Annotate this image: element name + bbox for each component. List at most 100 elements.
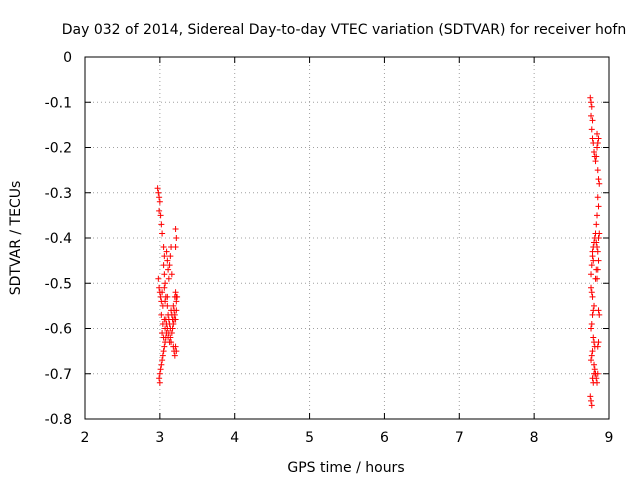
data-point <box>595 135 602 142</box>
y-tick-label: -0.5 <box>45 276 72 292</box>
x-tick-label: 6 <box>380 430 389 446</box>
data-point <box>173 307 180 314</box>
data-point <box>154 185 161 192</box>
y-tick-label: -0.2 <box>45 141 72 157</box>
y-tick-label: -0.4 <box>45 231 72 247</box>
data-point <box>595 203 602 210</box>
data-point <box>589 311 596 318</box>
y-tick-label: -0.3 <box>45 186 72 202</box>
data-point <box>589 293 596 300</box>
data-point <box>589 248 596 255</box>
data-point <box>594 244 601 251</box>
data-point <box>161 316 168 323</box>
data-point <box>588 271 595 278</box>
data-point <box>172 343 179 350</box>
data-point <box>162 298 169 305</box>
data-point <box>171 311 178 318</box>
data-point <box>588 357 595 364</box>
data-point <box>156 194 163 201</box>
data-point <box>161 271 168 278</box>
data-point <box>588 325 595 332</box>
data-point <box>172 244 179 251</box>
data-point <box>159 230 166 237</box>
y-tick-label: -0.8 <box>45 412 72 428</box>
data-point <box>156 379 163 386</box>
data-point <box>164 302 171 309</box>
data-point <box>173 348 180 355</box>
y-tick-label: 0 <box>63 50 72 66</box>
data-point <box>168 271 175 278</box>
data-point <box>592 275 599 282</box>
data-point <box>155 189 162 196</box>
data-point <box>588 397 595 404</box>
y-tick-label: -0.6 <box>45 322 72 338</box>
data-point <box>158 311 165 318</box>
data-point <box>173 298 180 305</box>
data-point <box>594 343 601 350</box>
data-point <box>167 334 174 341</box>
data-point <box>595 235 602 241</box>
data-point <box>595 307 602 314</box>
data-point <box>594 130 601 137</box>
data-point <box>588 402 595 409</box>
data-point <box>170 302 177 309</box>
y-axis-label: SDTVAR / TECUs <box>8 181 24 296</box>
data-point <box>588 126 595 133</box>
data-point <box>590 257 597 264</box>
data-point <box>159 357 166 364</box>
data-point <box>591 370 598 377</box>
data-point <box>594 144 601 151</box>
data-point <box>588 320 595 327</box>
data-point <box>588 262 595 269</box>
data-point <box>155 275 162 282</box>
data-point <box>593 221 600 228</box>
data-point <box>160 348 167 355</box>
x-tick-label: 8 <box>530 430 539 446</box>
data-point <box>161 343 168 350</box>
data-point <box>593 266 600 273</box>
data-point <box>167 253 174 260</box>
data-point <box>595 257 602 264</box>
data-point <box>587 393 594 400</box>
data-point <box>594 167 601 174</box>
chart-title: Day 032 of 2014, Sidereal Day-to-day VTE… <box>62 22 626 38</box>
data-point <box>156 198 163 205</box>
data-point <box>594 248 601 255</box>
data-point <box>589 348 596 355</box>
data-point <box>593 153 600 160</box>
data-point <box>590 307 597 314</box>
y-tick-label: -0.7 <box>45 367 72 383</box>
data-point <box>170 320 177 327</box>
data-point <box>158 361 165 368</box>
y-tick-label: -0.1 <box>45 95 72 111</box>
ticks: 2 3 4 5 6 7 8 9 0 -0.1 -0.2 -0.3 -0.4 -0.5 -0.6 -0.7 -0.… <box>45 50 614 446</box>
data-point <box>160 244 167 251</box>
data-point <box>171 352 178 359</box>
data-point <box>161 253 168 260</box>
data-point <box>596 311 603 318</box>
data-point <box>171 316 178 323</box>
data-point <box>165 275 172 282</box>
data-point <box>160 334 167 341</box>
data-point <box>156 375 163 382</box>
data-point <box>164 257 171 264</box>
data-point <box>588 99 595 106</box>
x-tick-label: 4 <box>230 430 239 446</box>
x-tick-label: 9 <box>605 430 614 446</box>
data-point <box>157 293 164 300</box>
data-point <box>595 176 602 183</box>
data-point <box>159 352 166 359</box>
grid <box>85 57 609 419</box>
data-point <box>174 293 181 300</box>
data-point <box>156 207 163 214</box>
data-point <box>588 352 595 359</box>
data-point <box>156 284 163 291</box>
x-tick-label: 3 <box>155 430 164 446</box>
data-point <box>588 112 595 119</box>
data-point <box>162 280 169 287</box>
data-point <box>156 370 163 377</box>
data-point <box>588 284 595 291</box>
data-point <box>166 262 173 269</box>
data-point <box>590 334 597 341</box>
